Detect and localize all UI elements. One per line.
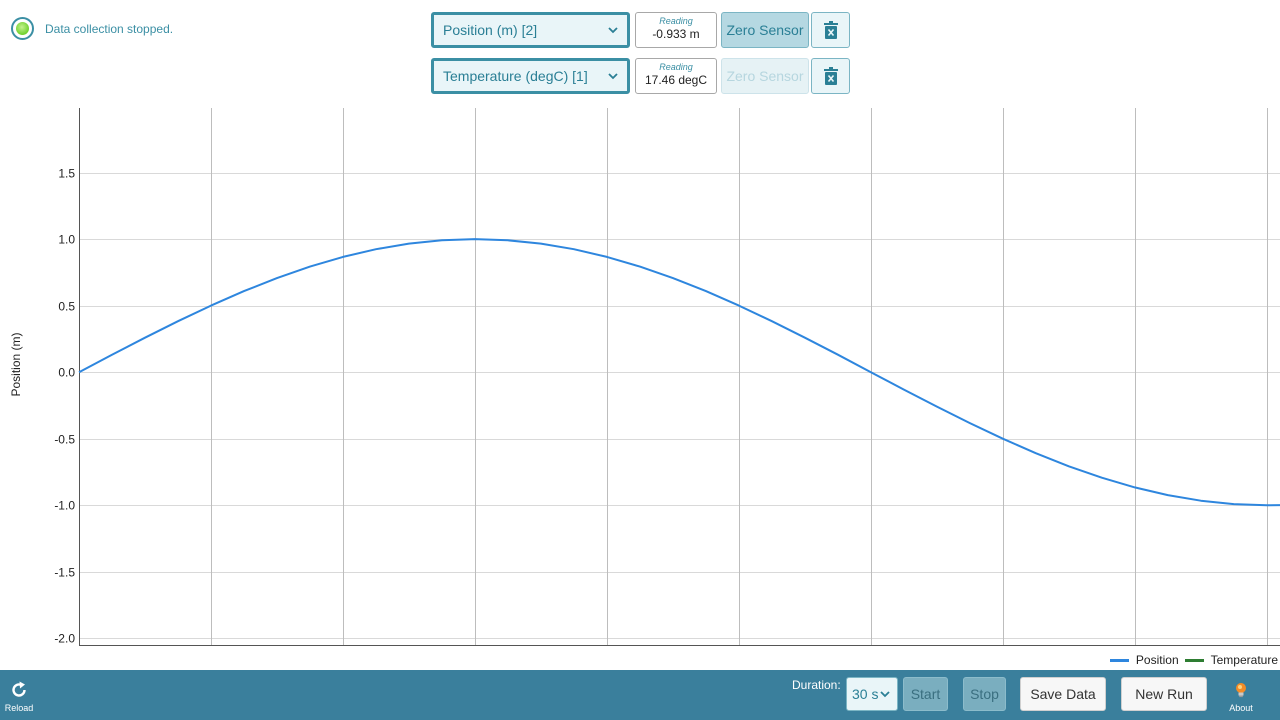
lightbulb-icon — [1236, 683, 1246, 698]
reading-label: Reading — [659, 62, 693, 72]
sensor-select-position[interactable]: Position (m) [2] — [431, 12, 630, 48]
status-indicator: Data collection stopped. — [11, 17, 173, 40]
y-tick-label: -2.0 — [54, 632, 75, 646]
sensor-select-value: Position (m) [2] — [443, 22, 538, 38]
sensor-select-temperature[interactable]: Temperature (degC) [1] — [431, 58, 630, 94]
reading-label: Reading — [659, 16, 693, 26]
remove-sensor-button[interactable] — [811, 58, 850, 94]
new-run-button[interactable]: New Run — [1121, 677, 1207, 711]
chevron-down-icon — [608, 27, 618, 34]
legend-item-position: Position — [1109, 653, 1179, 667]
duration-label: Duration: — [792, 678, 841, 692]
zero-sensor-button[interactable]: Zero Sensor — [721, 12, 809, 48]
status-text: Data collection stopped. — [45, 21, 174, 36]
about-button[interactable]: About — [1224, 682, 1258, 713]
trash-icon — [823, 21, 838, 39]
y-tick-label: -0.5 — [54, 433, 75, 447]
stop-button[interactable]: Stop — [963, 677, 1006, 711]
sensor-reading: Reading -0.933 m — [635, 12, 717, 48]
zero-sensor-button: Zero Sensor — [721, 58, 809, 94]
y-tick-label: -1.0 — [54, 499, 75, 513]
legend-item-temperature: Temperature — [1184, 653, 1278, 667]
sensor-row-position: Position (m) [2] Reading -0.933 m Zero S… — [431, 12, 850, 48]
chevron-down-icon — [608, 73, 618, 80]
chart-legend: Position Temperature — [1104, 653, 1278, 667]
y-tick-label: 1.0 — [58, 233, 75, 247]
status-indicator-icon — [11, 17, 34, 40]
save-data-button[interactable]: Save Data — [1020, 677, 1106, 711]
legend-swatch — [1109, 658, 1129, 662]
y-tick-label: 0.5 — [58, 300, 75, 314]
reading-value: -0.933 m — [652, 27, 700, 41]
sensor-select-value: Temperature (degC) [1] — [443, 68, 588, 84]
y-tick-label: 0.0 — [58, 366, 75, 380]
position-chart[interactable]: 1.5 1.0 0.5 0.0 -0.5 -1.0 -1.5 -2.0 Position (m) — [0, 100, 1280, 655]
sensor-row-temperature: Temperature (degC) [1] Reading 17.46 deg… — [431, 58, 850, 94]
legend-swatch — [1184, 658, 1204, 662]
start-button[interactable]: Start — [903, 677, 948, 711]
legend-label: Position — [1135, 653, 1179, 667]
duration-select[interactable]: 30 s — [846, 677, 898, 711]
about-label: About — [1229, 703, 1253, 713]
duration-value: 30 s — [852, 686, 879, 702]
reload-label: Reload — [4, 703, 34, 713]
legend-label: Temperature — [1210, 653, 1278, 667]
y-tick-label: -1.5 — [54, 566, 75, 580]
y-axis-label: Position (m) — [9, 332, 23, 396]
reload-icon — [12, 681, 26, 697]
reload-button[interactable]: Reload — [4, 680, 34, 713]
reading-value: 17.46 degC — [644, 73, 708, 87]
trash-icon — [823, 67, 838, 85]
bottom-toolbar: Reload Duration: 30 s Start Stop Save Da… — [0, 670, 1280, 720]
sensor-reading: Reading 17.46 degC — [635, 58, 717, 94]
remove-sensor-button[interactable] — [811, 12, 850, 48]
y-tick-label: 1.5 — [58, 167, 75, 181]
series-line-position — [78, 238, 1280, 507]
chevron-down-icon — [880, 691, 890, 698]
